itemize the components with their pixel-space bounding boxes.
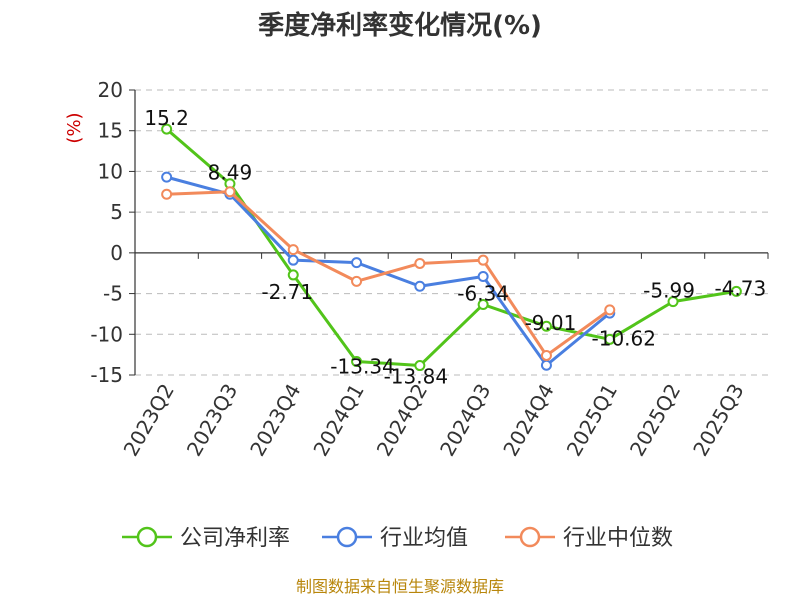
data-label: 15.2	[144, 106, 189, 130]
data-label: -2.71	[261, 280, 313, 304]
x-tick-label: 2023Q4	[245, 380, 305, 461]
legend-label: 行业均值	[380, 526, 468, 551]
series-2	[161, 186, 616, 361]
data-point	[161, 188, 173, 200]
data-label: -4.73	[714, 276, 766, 300]
data-label: -13.34	[330, 354, 394, 378]
y-tick-label: 5	[110, 200, 123, 224]
legend-label: 公司净利率	[180, 526, 290, 551]
y-tick-label: 10	[98, 159, 123, 183]
y-tick-label: -5	[103, 282, 123, 306]
legend-marker	[336, 526, 358, 548]
data-label: -5.99	[643, 279, 695, 303]
data-label: -9.01	[525, 311, 577, 335]
data-label: -13.84	[384, 365, 448, 389]
x-tick-label: 2023Q3	[182, 380, 242, 461]
data-point	[287, 254, 299, 266]
data-source-footer: 制图数据来自恒生聚源数据库	[296, 577, 504, 596]
data-point	[477, 298, 489, 310]
data-label: 8.49	[208, 161, 253, 185]
data-point	[287, 269, 299, 281]
x-tick-label: 2024Q1	[308, 380, 368, 461]
data-point	[414, 280, 426, 292]
y-tick-label: 20	[98, 78, 123, 102]
y-axis-unit: (%)	[64, 112, 85, 143]
data-point	[540, 359, 552, 371]
data-point	[161, 171, 173, 183]
data-point	[287, 244, 299, 256]
legend-item[interactable]: 行业均值	[322, 526, 468, 551]
data-point	[414, 257, 426, 269]
y-tick-label: 0	[110, 241, 123, 265]
series	[161, 123, 742, 372]
data-point	[351, 275, 363, 287]
data-point	[351, 257, 363, 269]
data-point	[351, 355, 363, 367]
series-line	[166, 190, 611, 357]
data-point	[540, 349, 552, 361]
x-tick-label: 2025Q3	[688, 380, 748, 461]
legend-marker	[136, 526, 158, 548]
legend-item[interactable]: 公司净利率	[122, 526, 290, 551]
legend-marker	[519, 526, 541, 548]
x-tick-label: 2024Q4	[498, 380, 558, 461]
legend[interactable]: 公司净利率 行业均值 行业中位数	[122, 526, 673, 551]
x-tick-label: 2024Q3	[435, 380, 495, 461]
data-point	[540, 320, 552, 332]
series-line	[166, 175, 611, 367]
data-label: -6.34	[457, 281, 509, 305]
data-point	[477, 270, 489, 282]
legend-label: 行业中位数	[563, 526, 673, 551]
grid	[135, 89, 768, 376]
x-tick-label: 2025Q2	[625, 380, 685, 461]
data-point	[667, 296, 679, 308]
data-point	[730, 285, 742, 297]
x-tick-label: 2024Q2	[372, 380, 432, 461]
legend-item[interactable]: 行业中位数	[505, 526, 673, 551]
y-tick-label: 15	[98, 119, 123, 143]
y-tick-label: -15	[90, 363, 123, 387]
data-point	[161, 123, 173, 135]
data-labels: 15.2 8.49 -2.71 -13.34-13.84 -6.34 -9.01 -10.6…	[144, 106, 766, 388]
x-tick-label: 2025Q1	[562, 380, 622, 461]
chart-title: 季度净利率变化情况(%)	[258, 10, 542, 41]
data-point	[604, 304, 616, 316]
y-tick-label: -10	[90, 322, 123, 346]
data-point	[414, 360, 426, 372]
data-point	[477, 254, 489, 266]
data-point	[604, 333, 616, 345]
x-tick-label: 2023Q2	[119, 380, 179, 461]
data-point	[224, 186, 236, 198]
data-label: -10.62	[592, 326, 656, 350]
